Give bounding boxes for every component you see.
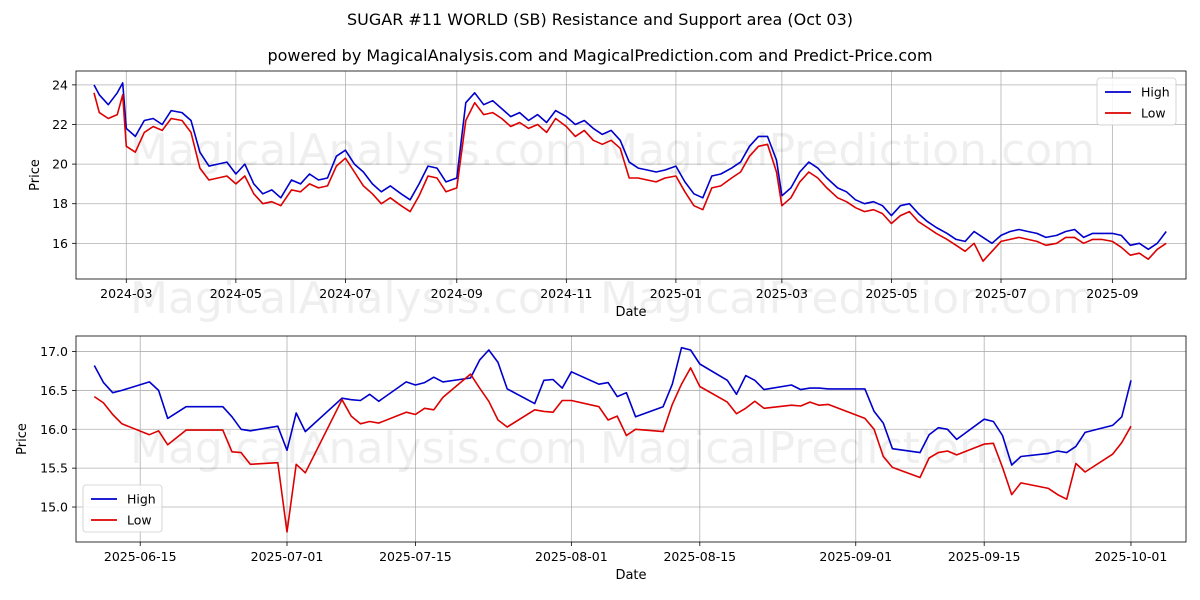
x-tick-label: 2024-05 xyxy=(210,286,262,301)
x-tick-label: 2025-05 xyxy=(865,286,917,301)
x-tick-label: 2024-07 xyxy=(319,286,371,301)
x-tick-label: 2024-11 xyxy=(540,286,592,301)
x-axis-label: Date xyxy=(615,305,646,320)
chart-subtitle: powered by MagicalAnalysis.com and Magic… xyxy=(267,46,933,65)
series-line-low xyxy=(93,367,1132,533)
y-tick-label: 16.5 xyxy=(40,383,68,398)
legend-label-high: High xyxy=(127,492,156,507)
y-tick-label: 24 xyxy=(52,77,68,92)
x-tick-label: 2025-07-15 xyxy=(379,549,452,564)
series-line-low xyxy=(93,92,1167,263)
legend-label-low: Low xyxy=(1141,106,1166,121)
y-axis-label: Price xyxy=(15,423,30,455)
watermark-analysis: MagicalAnalysis.com xyxy=(130,423,588,474)
x-tick-label: 2025-10-01 xyxy=(1095,549,1168,564)
chart-title: SUGAR #11 WORLD (SB) Resistance and Supp… xyxy=(346,10,853,29)
x-tick-label: 2025-08-01 xyxy=(535,549,608,564)
x-tick-label: 2025-07-01 xyxy=(251,549,324,564)
legend: High Low xyxy=(82,484,163,533)
watermark-analysis: MagicalAnalysis.com xyxy=(130,273,588,324)
chart-1: 2024-03 2024-05 2024-07 2024-09 2024-11 2025-… xyxy=(28,70,1187,324)
y-tick-label: 22 xyxy=(52,117,68,132)
y-tick-label: 17.0 xyxy=(40,344,68,359)
y-tick-label: 15.0 xyxy=(40,500,68,515)
y-tick-label: 16.0 xyxy=(40,422,68,437)
y-tick-label: 15.5 xyxy=(40,461,68,476)
x-tick-label: 2025-08-15 xyxy=(663,549,736,564)
watermark-prediction: MagicalPrediction.com xyxy=(600,125,1095,176)
legend-label-low: Low xyxy=(127,513,152,528)
chart-2: 2025-06-15 2025-07-01 2025-07-15 2025-08-01… xyxy=(15,335,1187,583)
series-line-high xyxy=(93,346,1132,466)
legend-label-high: High xyxy=(1141,85,1170,100)
plot-frame xyxy=(75,70,1187,280)
x-tick-label: 2025-01 xyxy=(650,286,702,301)
x-tick-label: 2025-06-15 xyxy=(104,549,177,564)
x-tick-label: 2025-09 xyxy=(1086,286,1138,301)
y-axis-label: Price xyxy=(28,159,43,191)
x-tick-label: 2025-03 xyxy=(756,286,808,301)
watermark-prediction: MagicalPrediction.com xyxy=(600,273,1095,324)
y-tick-label: 18 xyxy=(52,196,68,211)
x-tick-label: 2025-09-15 xyxy=(948,549,1021,564)
series-line-high xyxy=(93,82,1167,251)
y-tick-label: 20 xyxy=(52,157,68,172)
watermark-prediction: MagicalPrediction.com xyxy=(600,423,1095,474)
x-axis-label: Date xyxy=(615,568,646,583)
x-tick-label: 2024-03 xyxy=(100,286,152,301)
x-tick-label: 2025-09-01 xyxy=(819,549,892,564)
plot-frame xyxy=(75,335,1187,543)
legend: High Low xyxy=(1096,77,1177,126)
x-tick-label: 2024-09 xyxy=(431,286,483,301)
y-tick-label: 16 xyxy=(52,236,68,251)
x-tick-label: 2025-07 xyxy=(975,286,1027,301)
